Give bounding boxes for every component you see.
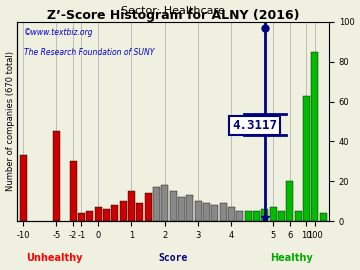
Bar <box>69 161 77 221</box>
Bar <box>203 203 210 221</box>
Bar <box>145 193 152 221</box>
Bar <box>270 207 277 221</box>
Bar <box>111 205 118 221</box>
Bar <box>78 213 85 221</box>
Text: The Research Foundation of SUNY: The Research Foundation of SUNY <box>23 48 154 57</box>
Bar <box>153 187 160 221</box>
Bar <box>311 52 318 221</box>
Bar <box>53 131 60 221</box>
Bar <box>136 203 143 221</box>
Bar <box>253 211 260 221</box>
Text: 4.3117: 4.3117 <box>232 119 277 132</box>
Bar <box>120 201 127 221</box>
Text: Healthy: Healthy <box>270 253 313 263</box>
Text: Unhealthy: Unhealthy <box>27 253 83 263</box>
Text: ©www.textbiz.org: ©www.textbiz.org <box>23 28 93 37</box>
Bar <box>261 209 268 221</box>
Bar <box>228 207 235 221</box>
Bar <box>95 207 102 221</box>
Bar <box>286 181 293 221</box>
Bar <box>244 211 252 221</box>
Bar <box>211 205 219 221</box>
Bar <box>195 201 202 221</box>
Bar <box>103 209 110 221</box>
Bar <box>303 96 310 221</box>
Bar <box>178 197 185 221</box>
Text: Sector: Healthcare: Sector: Healthcare <box>121 6 225 16</box>
Bar <box>161 185 168 221</box>
Bar <box>320 213 327 221</box>
Bar <box>220 203 227 221</box>
Text: Score: Score <box>158 253 188 263</box>
Bar <box>170 191 177 221</box>
Bar <box>294 211 302 221</box>
Bar <box>278 211 285 221</box>
Bar <box>86 211 93 221</box>
Title: Z’-Score Histogram for ALNY (2016): Z’-Score Histogram for ALNY (2016) <box>47 9 300 22</box>
Bar <box>20 155 27 221</box>
Bar <box>236 211 243 221</box>
Bar <box>186 195 193 221</box>
Bar <box>128 191 135 221</box>
Y-axis label: Number of companies (670 total): Number of companies (670 total) <box>5 52 14 191</box>
